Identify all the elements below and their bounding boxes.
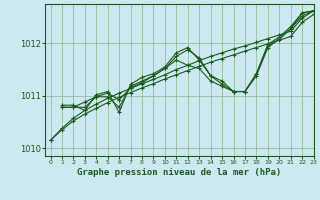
X-axis label: Graphe pression niveau de la mer (hPa): Graphe pression niveau de la mer (hPa) <box>77 168 281 177</box>
